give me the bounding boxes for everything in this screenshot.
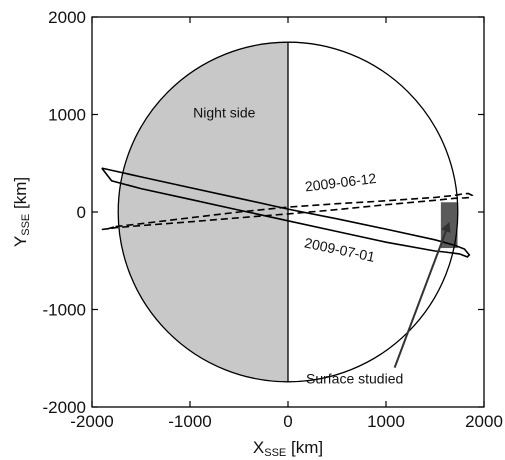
y-tick-label: -2000	[43, 398, 86, 417]
y-tick-label: 2000	[48, 8, 86, 27]
y-axis-title-sub: SSE	[20, 214, 32, 236]
x-tick-label: 0	[283, 412, 292, 431]
x-axis-title-unit: [km]	[286, 438, 323, 457]
night-side-region	[118, 42, 288, 382]
night-side-label: Night side	[193, 104, 255, 120]
y-tick-label: 0	[77, 203, 86, 222]
y-axis-title-main: Y	[11, 236, 30, 247]
surface-studied-arrow	[393, 221, 451, 368]
orbit-label-2009-06-12: 2009-06-12	[304, 170, 377, 195]
orbit-label-2009-07-01: 2009-07-01	[303, 234, 377, 265]
x-axis-title-sub: SSE	[264, 447, 286, 459]
x-tick-label: 2000	[465, 412, 503, 431]
orbit-2009-06-12	[101, 192, 474, 231]
y-axis-title: YSSE [km]	[11, 177, 32, 247]
surface-studied-label: Surface studied	[306, 371, 403, 387]
y-tick-label: 1000	[48, 106, 86, 125]
x-axis-title-main: X	[253, 438, 264, 457]
x-axis-title: XSSE [km]	[253, 438, 323, 459]
y-axis-title-unit: [km]	[11, 177, 30, 214]
orbit-2009-07-01	[101, 167, 471, 258]
x-tick-label: 1000	[367, 412, 405, 431]
x-tick-label: -1000	[168, 412, 211, 431]
x-tick-label: -2000	[70, 412, 113, 431]
y-tick-label: -1000	[43, 301, 86, 320]
